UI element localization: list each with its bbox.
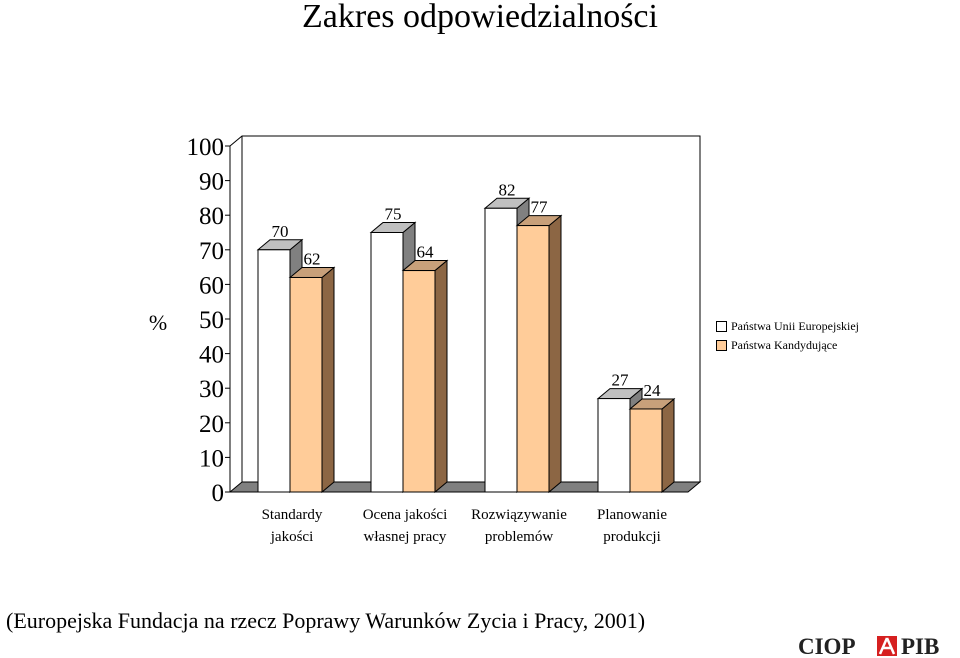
y-axis-label: %: [149, 310, 167, 335]
bar: [289, 276, 323, 493]
data-label: 75: [385, 205, 402, 224]
bar: [402, 270, 436, 493]
legend: Państwa Unii Europejskiej Państwa Kandyd…: [716, 317, 859, 355]
data-label: 62: [304, 249, 321, 268]
bar: [257, 249, 291, 493]
svg-text:CIOP: CIOP: [798, 634, 856, 658]
ciop-pib-logo: CIOP PIB: [798, 634, 939, 658]
bar-chart: 0 10 20 30 40 50 60 70 80 90 100% 70 62 Standardy jako…: [149, 134, 702, 545]
data-label: 24: [644, 381, 662, 400]
data-label: 27: [612, 371, 630, 390]
svg-text:PIB: PIB: [901, 634, 939, 658]
y-tick-label: 20: [199, 411, 224, 438]
y-tick-label: 60: [199, 272, 224, 299]
bar: [629, 408, 663, 493]
y-tick-label: 70: [199, 238, 224, 265]
x-tick-label: Ocena jakości: [363, 507, 448, 523]
bar-side: [434, 259, 448, 494]
x-tick-label: Planowanie: [597, 507, 667, 523]
bar: [516, 225, 550, 493]
y-tick-label: 10: [199, 445, 224, 472]
y-tick-label: 30: [199, 376, 224, 403]
x-tick-label: jakości: [270, 529, 314, 545]
legend-item-eu: Państwa Unii Europejskiej: [716, 317, 859, 336]
x-tick-label: problemów: [485, 529, 553, 545]
legend-swatch-eu: [716, 321, 727, 332]
x-tick-label: produkcji: [603, 529, 661, 545]
legend-label-eu: Państwa Unii Europejskiej: [731, 319, 859, 333]
source-note: (Europejska Fundacja na rzecz Poprawy Wa…: [6, 608, 646, 633]
bar: [597, 398, 631, 493]
data-label: 77: [531, 198, 549, 217]
y-tick-label: 50: [199, 307, 224, 334]
bar: [484, 207, 518, 493]
bar-side: [661, 397, 675, 494]
x-tick-label: własnej pracy: [364, 529, 447, 545]
chart-title: Zakres odpowiedzialności: [302, 0, 658, 35]
bar-side: [548, 214, 562, 494]
plot-back-wall: [229, 135, 701, 482]
legend-item-candidates: Państwa Kandydujące: [716, 336, 859, 355]
legend-swatch-candidates: [716, 340, 727, 351]
x-tick-label: Standardy: [262, 507, 323, 523]
data-label: 82: [499, 180, 516, 199]
bar-side: [321, 266, 335, 494]
bar: [370, 232, 404, 493]
y-tick-label: 80: [199, 203, 224, 230]
y-tick-label: 40: [199, 342, 224, 369]
legend-label-candidates: Państwa Kandydujące: [731, 338, 838, 352]
y-tick-label: 100: [187, 134, 225, 161]
x-tick-label: Rozwiązywanie: [471, 507, 567, 523]
y-tick-label: 90: [199, 169, 224, 196]
data-label: 64: [417, 243, 435, 262]
data-label: 70: [272, 222, 289, 241]
y-tick-label: 0: [212, 480, 225, 507]
